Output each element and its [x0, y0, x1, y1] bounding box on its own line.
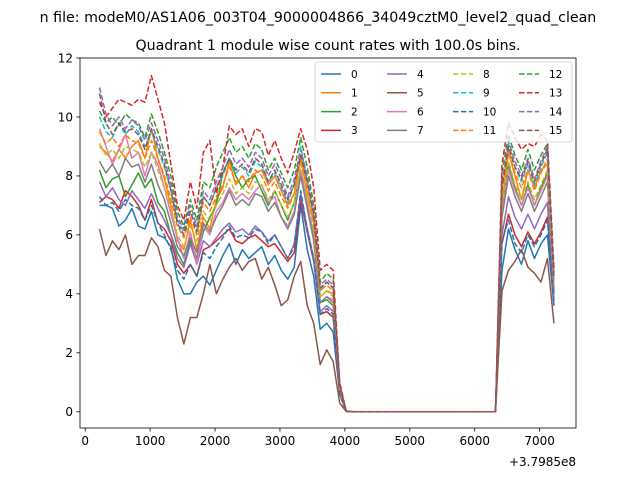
x-tick-label: 2000 — [200, 434, 231, 448]
series-layer — [98, 74, 555, 413]
series-line-15 — [98, 93, 555, 413]
y-tick-label: 12 — [58, 51, 73, 65]
legend-label-6: 6 — [417, 106, 424, 118]
plot-frame — [79, 57, 577, 429]
figure-suptitle: n file: modeM0/AS1A06_003T04_9000004866_… — [40, 10, 597, 26]
x-tick-label: 1000 — [135, 434, 166, 448]
legend-label-2: 2 — [351, 106, 358, 118]
legend-label-12: 12 — [549, 69, 562, 81]
series-line-8 — [98, 143, 555, 413]
legend-label-11: 11 — [483, 125, 496, 137]
series-line-14 — [98, 87, 555, 413]
legend-label-0: 0 — [351, 69, 358, 81]
x-tick-label: 5000 — [395, 434, 426, 448]
legend-label-13: 13 — [549, 88, 562, 100]
legend-label-5: 5 — [417, 88, 424, 100]
legend-label-3: 3 — [351, 125, 358, 137]
legend-label-1: 1 — [351, 88, 358, 100]
y-tick-label: 6 — [65, 228, 73, 242]
y-tick-label: 10 — [58, 110, 73, 124]
legend-label-4: 4 — [417, 69, 424, 81]
x-tick-label: 0 — [81, 434, 89, 448]
series-line-12 — [98, 110, 555, 413]
y-tick-label: 4 — [65, 287, 73, 301]
y-tick-label: 8 — [65, 169, 73, 183]
y-tick-label: 2 — [65, 346, 73, 360]
legend-label-10: 10 — [483, 106, 496, 118]
legend-frame — [314, 61, 573, 143]
x-offset-label: +3.7985e8 — [509, 455, 576, 469]
chart-title: Quadrant 1 module wise count rates with … — [135, 38, 520, 54]
series-line-13 — [98, 74, 555, 413]
legend-label-14: 14 — [549, 106, 563, 118]
y-tick-label: 0 — [65, 405, 73, 419]
legend-label-15: 15 — [549, 125, 562, 137]
x-tick-label: 3000 — [265, 434, 296, 448]
series-line-7 — [98, 157, 555, 413]
legend-label-9: 9 — [483, 88, 490, 100]
x-tick-label: 4000 — [330, 434, 361, 448]
legend-label-7: 7 — [417, 125, 424, 137]
series-line-11 — [98, 131, 555, 413]
x-tick-label: 6000 — [459, 434, 490, 448]
series-line-2 — [98, 157, 555, 413]
x-tick-label: 7000 — [524, 434, 555, 448]
series-line-5 — [98, 228, 555, 413]
legend-label-8: 8 — [483, 69, 490, 81]
